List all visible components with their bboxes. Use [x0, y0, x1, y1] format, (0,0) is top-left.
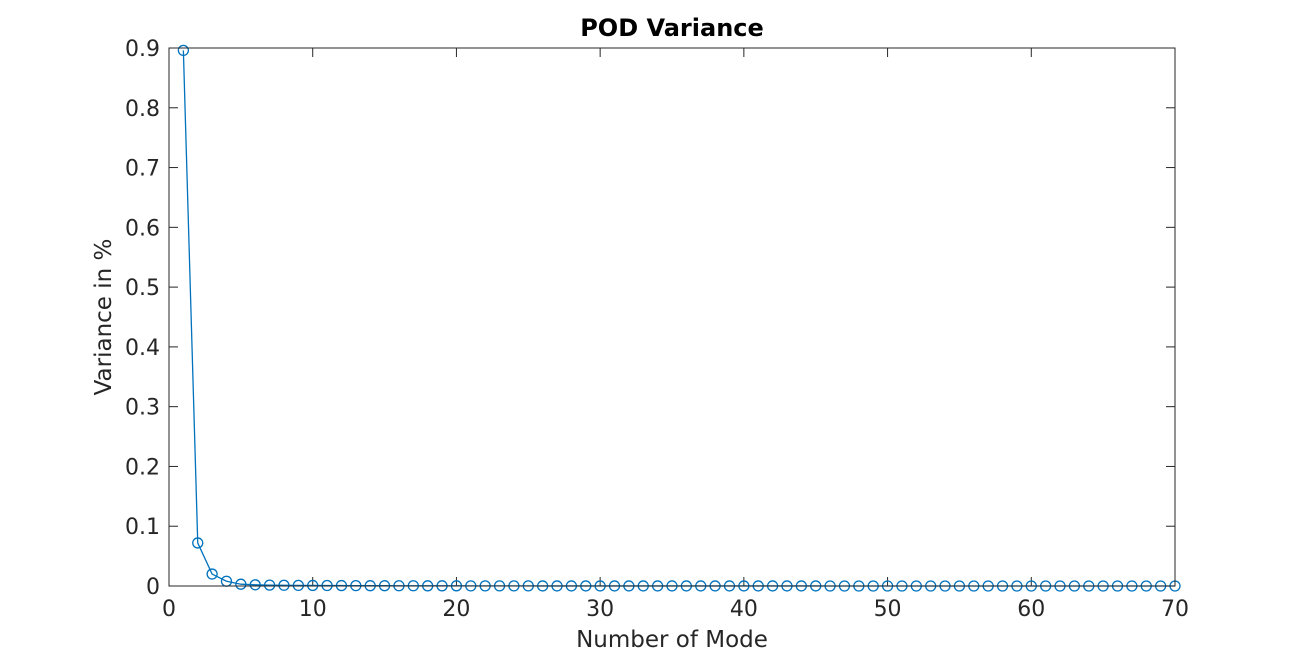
y-tick-label: 0.1	[125, 515, 160, 540]
axes-box	[168, 47, 1176, 587]
data-point	[177, 44, 190, 57]
x-tick-label: 50	[874, 597, 902, 622]
plot-area	[169, 48, 1175, 586]
x-tick-label: 10	[299, 597, 327, 622]
y-tick-label: 0.4	[125, 336, 160, 361]
y-tick-label: 0.2	[125, 455, 160, 480]
y-tick-label: 0.9	[125, 37, 160, 62]
data-point	[235, 578, 247, 590]
data-point	[263, 579, 276, 591]
x-tick-label: 20	[442, 597, 470, 622]
x-axis-label: Number of Mode	[576, 627, 768, 653]
y-tick-label: 0.3	[125, 396, 160, 421]
x-tick-label: 30	[586, 597, 614, 622]
y-axis-label: Variance in %	[91, 239, 117, 396]
y-tick-label: 0	[146, 575, 160, 600]
y-tick-label: 0.7	[125, 157, 160, 182]
data-point	[307, 579, 319, 592]
data-point	[249, 579, 261, 591]
x-tick-label: 40	[730, 597, 758, 622]
x-tick-label: 60	[1017, 597, 1045, 622]
data-point	[192, 537, 204, 549]
chart-title: POD Variance	[580, 14, 764, 42]
x-tick-label: 70	[1161, 597, 1189, 622]
data-point	[292, 579, 304, 592]
data-point	[278, 579, 290, 591]
tick-labels: 0 10 20 30 40 50 60 70 0 0.1 0.2 0.3 0.4 0.5 0.6 0.7 0.8…	[125, 37, 1189, 622]
y-tick-label: 0.5	[125, 276, 160, 301]
x-tick-label: 0	[162, 597, 176, 622]
y-tick-label: 0.8	[125, 97, 160, 122]
y-tick-label: 0.6	[125, 216, 160, 241]
data-point	[206, 568, 218, 580]
